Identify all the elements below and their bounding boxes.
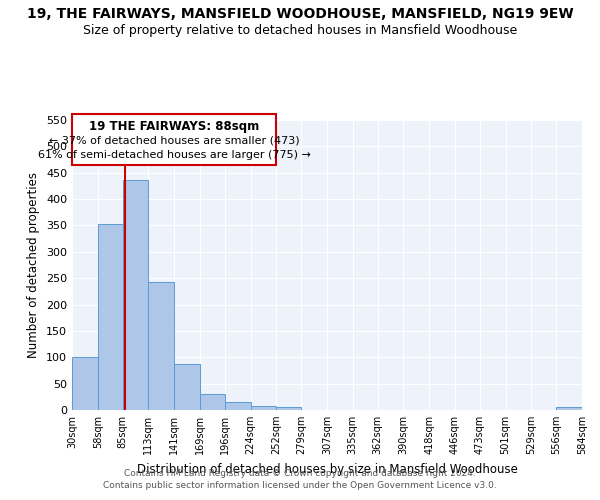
Text: 19 THE FAIRWAYS: 88sqm: 19 THE FAIRWAYS: 88sqm xyxy=(89,120,259,133)
Text: ← 37% of detached houses are smaller (473): ← 37% of detached houses are smaller (47… xyxy=(49,136,299,146)
Bar xyxy=(277,408,301,410)
Bar xyxy=(225,402,251,410)
Text: Contains HM Land Registry data © Crown copyright and database right 2024.: Contains HM Land Registry data © Crown c… xyxy=(124,468,476,477)
Text: 19, THE FAIRWAYS, MANSFIELD WOODHOUSE, MANSFIELD, NG19 9EW: 19, THE FAIRWAYS, MANSFIELD WOODHOUSE, M… xyxy=(26,8,574,22)
Text: Size of property relative to detached houses in Mansfield Woodhouse: Size of property relative to detached ho… xyxy=(83,24,517,37)
Bar xyxy=(556,408,582,410)
Bar xyxy=(98,224,122,410)
Bar xyxy=(72,114,276,165)
Bar xyxy=(174,364,200,410)
Bar xyxy=(148,282,174,410)
Text: Contains public sector information licensed under the Open Government Licence v3: Contains public sector information licen… xyxy=(103,481,497,490)
Bar xyxy=(200,394,225,410)
X-axis label: Distribution of detached houses by size in Mansfield Woodhouse: Distribution of detached houses by size … xyxy=(137,462,517,475)
Y-axis label: Number of detached properties: Number of detached properties xyxy=(28,172,40,358)
Text: 61% of semi-detached houses are larger (775) →: 61% of semi-detached houses are larger (… xyxy=(38,150,310,160)
Bar xyxy=(72,358,98,410)
Bar xyxy=(251,406,277,410)
Bar xyxy=(122,180,148,410)
